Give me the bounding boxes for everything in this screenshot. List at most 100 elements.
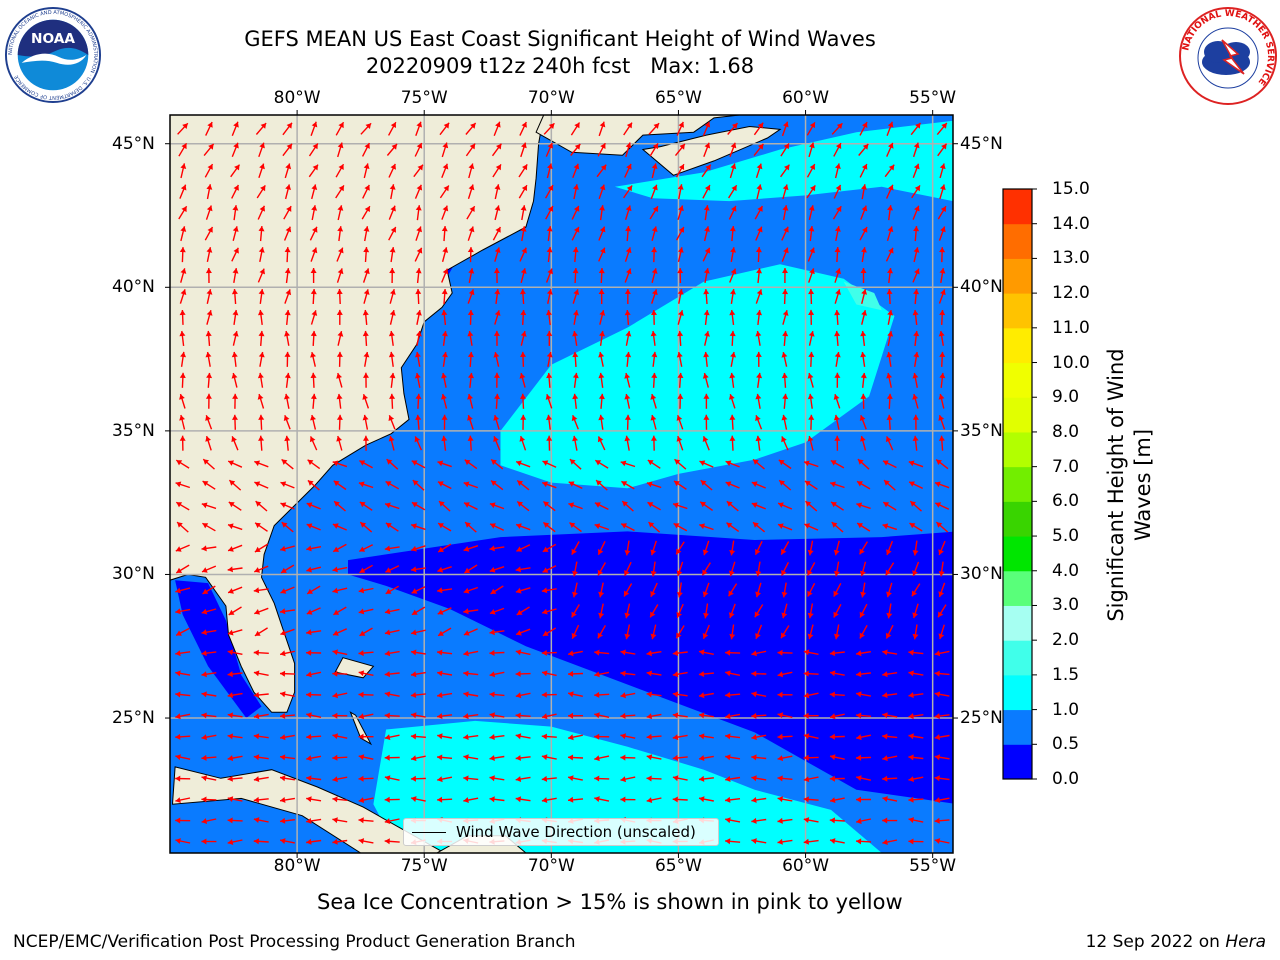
arrow-head-129 [258, 330, 265, 337]
arrow-head-689 [677, 330, 684, 337]
arrow-head-841 [803, 817, 810, 823]
arrow-head-601 [620, 712, 626, 719]
arrow-head-1014 [915, 122, 921, 129]
arrow-head-336 [415, 393, 422, 399]
arrow-head-236 [336, 289, 343, 295]
arrow-head-947 [882, 796, 888, 802]
arrow-head-323 [411, 671, 417, 678]
arrow-head-404 [467, 435, 474, 441]
arrow-head-1010 [914, 205, 920, 212]
arrow-head-1040 [939, 310, 946, 316]
arrow-head-438 [491, 459, 497, 465]
arrow-head-497 [541, 691, 547, 698]
arrow-head-354 [437, 754, 443, 761]
arrow-head-724 [704, 331, 710, 337]
arrow-head-501 [542, 608, 548, 615]
arrow-head-773 [751, 775, 757, 782]
arrow-head-816 [781, 612, 788, 619]
arrow-head-142 [280, 797, 286, 803]
arrow-head-210 [332, 838, 338, 845]
arrow-head-868 [809, 247, 815, 254]
arrow-head-922 [860, 591, 867, 598]
arrow-head-97 [232, 268, 239, 274]
arrow-head-558 [574, 144, 581, 150]
arrow-head-703 [699, 775, 705, 782]
arrow-head-173 [286, 143, 292, 150]
arrow-head-1035 [938, 415, 945, 421]
arrow-head-73 [227, 775, 233, 782]
arrow-head-36 [201, 818, 208, 824]
arrow-head-976 [888, 184, 894, 191]
arrow-head-727 [703, 268, 710, 274]
arrow-head-179 [306, 755, 312, 762]
arrow-head-277 [363, 163, 370, 169]
arrow-head-419 [470, 123, 476, 129]
arrow-head-450 [494, 205, 501, 211]
arrow-head-721 [703, 393, 710, 399]
arrow-head-967 [886, 373, 893, 379]
arrow-head-213 [332, 776, 338, 783]
arrow-head-51 [201, 502, 208, 509]
arrow-head-284 [384, 754, 390, 761]
arrow-head-884 [829, 650, 836, 657]
arrow-head-1009 [913, 226, 920, 232]
arrow-head-635 [646, 733, 652, 740]
arrow-head-544 [572, 435, 578, 442]
arrow-head-1034 [938, 435, 945, 441]
arrow-head-782 [755, 591, 761, 598]
arrow-head-70 [227, 839, 234, 845]
arrow-head-447 [493, 268, 500, 274]
arrow-head-574 [597, 549, 604, 555]
arrow-head-120 [255, 522, 261, 529]
arrow-head-432 [490, 588, 497, 594]
arrow-head-742 [725, 692, 731, 698]
arrow-head-384 [443, 122, 450, 129]
arrow-head-840 [803, 838, 809, 845]
arrow-head-866 [808, 289, 815, 295]
arrow-head-680 [673, 523, 680, 529]
arrow-head-808 [777, 775, 783, 782]
arrow-head-157 [280, 481, 287, 487]
arrow-head-616 [624, 394, 631, 400]
arrow-head-827 [781, 372, 788, 379]
arrow-head-250 [358, 733, 364, 740]
arrow-head-685 [676, 415, 683, 421]
arrow-head-362 [437, 587, 443, 594]
arrow-head-248 [358, 775, 364, 782]
footer-date: 12 Sep 2022 on Hera [1086, 932, 1266, 952]
arrow-head-448 [494, 247, 501, 253]
arrow-head-472 [517, 480, 523, 486]
colorbar-frame [1002, 188, 1033, 780]
arrow-head-440 [493, 415, 500, 421]
arrow-head-556 [573, 184, 579, 190]
arrow-head-611 [622, 501, 628, 507]
arrow-head-523 [547, 142, 553, 149]
arrow-head-176 [306, 818, 312, 824]
arrow-head-933 [860, 352, 867, 358]
arrow-head-764 [729, 226, 736, 232]
arrow-head-563 [594, 775, 600, 782]
arrow-head-130 [258, 310, 264, 316]
arrow-head-959 [886, 549, 892, 555]
arrow-head-103 [233, 142, 239, 149]
colorbar-label-8: 6.0 [1052, 491, 1080, 512]
arrow-head-613 [620, 460, 627, 467]
lon-label-top-3: 65°W [654, 88, 702, 108]
arrow-head-4 [175, 754, 181, 761]
arrow-head-575 [594, 523, 601, 530]
arrow-head-589 [599, 226, 606, 233]
arrow-head-749 [729, 550, 736, 556]
arrow-head-80 [227, 629, 234, 636]
arrow-head-14 [175, 546, 182, 552]
arrow-head-1025 [938, 633, 945, 639]
arrow-head-813 [777, 671, 784, 678]
arrow-head-231 [336, 393, 343, 400]
arrow-head-818 [781, 569, 787, 576]
arrow-head-668 [672, 775, 679, 782]
colorbar-segment-7 [1003, 501, 1032, 537]
arrow-head-68 [208, 143, 214, 150]
arrow-head-913 [856, 775, 862, 781]
arrow-head-588 [599, 247, 606, 254]
lon-label-bottom-1: 75°W [400, 856, 448, 876]
arrow-head-126 [257, 394, 264, 400]
